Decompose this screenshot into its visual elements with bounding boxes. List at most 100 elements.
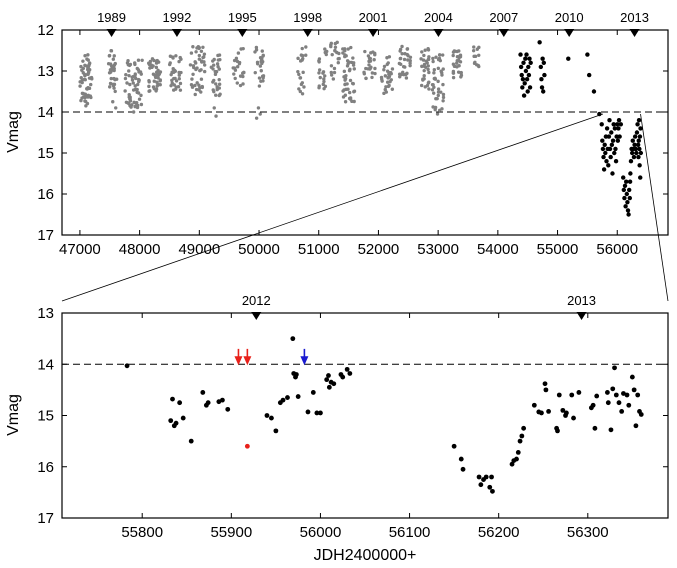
- top-data-point: [459, 73, 464, 78]
- top-data-point: [368, 59, 373, 63]
- top-data-point: [423, 48, 427, 52]
- top-data-point: [427, 87, 431, 91]
- top-data-point: [602, 142, 607, 147]
- top-data-point: [457, 49, 461, 53]
- top-y-tick-label: 16: [37, 186, 54, 203]
- top-data-point: [322, 79, 326, 84]
- top-data-point: [177, 73, 181, 77]
- top-data-point: [112, 63, 117, 67]
- top-data-point: [80, 78, 85, 82]
- top-data-point: [214, 114, 218, 118]
- top-data-point: [171, 88, 176, 92]
- top-data-point: [81, 95, 86, 99]
- bottom-year-marker: [251, 312, 262, 320]
- top-data-point: [343, 78, 347, 82]
- top-data-point: [364, 76, 368, 81]
- bottom-data-point: [612, 365, 617, 371]
- top-data-point: [333, 48, 337, 53]
- top-data-point: [177, 59, 181, 64]
- bottom-plot-frame: [61, 312, 669, 519]
- top-data-point: [618, 122, 624, 127]
- top-data-point: [139, 102, 144, 107]
- top-x-tick-label: 53000: [417, 241, 459, 258]
- top-data-point: [213, 72, 218, 77]
- top-data-point: [322, 77, 326, 81]
- top-data-point: [344, 73, 348, 78]
- bottom-x-tick-label: 56000: [300, 524, 342, 541]
- top-data-point: [623, 204, 628, 209]
- top-data-point: [390, 87, 395, 91]
- top-data-point: [317, 68, 322, 72]
- top-data-point: [431, 105, 435, 109]
- top-data-point: [214, 82, 218, 86]
- top-data-point: [134, 76, 138, 81]
- top-year-label: 1995: [228, 10, 257, 25]
- bottom-data-point: [200, 390, 206, 395]
- top-data-point: [430, 82, 435, 87]
- top-data-point: [604, 126, 610, 131]
- top-data-point: [430, 88, 435, 92]
- top-data-point: [379, 75, 384, 80]
- top-data-point: [302, 85, 306, 89]
- top-data-point: [191, 45, 195, 49]
- top-data-point: [615, 138, 621, 143]
- top-data-point: [148, 89, 152, 93]
- top-data-point: [472, 45, 476, 49]
- top-year-marker: [171, 29, 182, 37]
- bottom-data-point: [489, 474, 494, 480]
- top-data-point: [178, 81, 183, 86]
- top-data-point: [458, 54, 463, 59]
- top-data-point: [526, 72, 532, 78]
- bottom-data-point: [569, 392, 575, 398]
- top-data-point: [422, 74, 426, 78]
- top-data-point: [232, 66, 237, 70]
- top-x-tick-label: 54000: [477, 241, 519, 258]
- top-data-point: [86, 67, 90, 71]
- top-data-point: [156, 76, 160, 80]
- top-year-marker: [106, 29, 117, 37]
- top-year-label: 1998: [293, 10, 322, 25]
- top-data-point: [84, 104, 88, 108]
- top-y-tick-label: 15: [37, 145, 54, 162]
- top-data-point: [601, 154, 606, 160]
- top-data-point: [586, 72, 592, 78]
- top-data-point: [426, 67, 430, 72]
- top-data-point: [348, 78, 353, 83]
- top-data-point: [606, 134, 612, 139]
- bottom-x-tick-label: 55900: [210, 524, 252, 541]
- top-data-point: [522, 81, 527, 86]
- bottom-x-tick-label: 56200: [478, 524, 520, 541]
- top-data-point: [257, 76, 262, 80]
- top-data-point: [217, 77, 221, 82]
- top-data-point: [258, 112, 262, 116]
- top-data-point: [382, 68, 386, 72]
- top-data-point: [323, 74, 327, 78]
- bottom-data-point: [326, 384, 332, 390]
- top-data-point: [147, 80, 151, 84]
- top-data-point: [347, 96, 352, 101]
- top-data-point: [301, 54, 305, 58]
- top-data-point: [323, 84, 328, 89]
- top-year-marker: [302, 29, 313, 37]
- top-data-point: [194, 50, 198, 54]
- bottom-data-point: [610, 386, 616, 392]
- top-data-point: [636, 154, 641, 160]
- bottom-data-point: [326, 373, 331, 378]
- top-data-point: [323, 47, 327, 51]
- top-data-point: [156, 82, 160, 86]
- top-data-point: [427, 55, 431, 59]
- top-year-label: 2004: [424, 10, 453, 25]
- bottom-data-point: [487, 484, 493, 490]
- top-data-point: [213, 69, 217, 74]
- top-data-point: [426, 48, 431, 52]
- bottom-data-point: [605, 390, 610, 395]
- top-data-point: [349, 60, 354, 65]
- top-data-point: [131, 110, 136, 114]
- top-x-tick-label: 49000: [178, 241, 220, 258]
- top-data-point: [176, 85, 181, 89]
- top-data-point: [136, 103, 140, 108]
- top-x-tick-label: 56000: [596, 241, 638, 258]
- top-data-point: [235, 81, 239, 85]
- top-data-point: [404, 76, 409, 80]
- top-year-label: 1992: [162, 10, 191, 25]
